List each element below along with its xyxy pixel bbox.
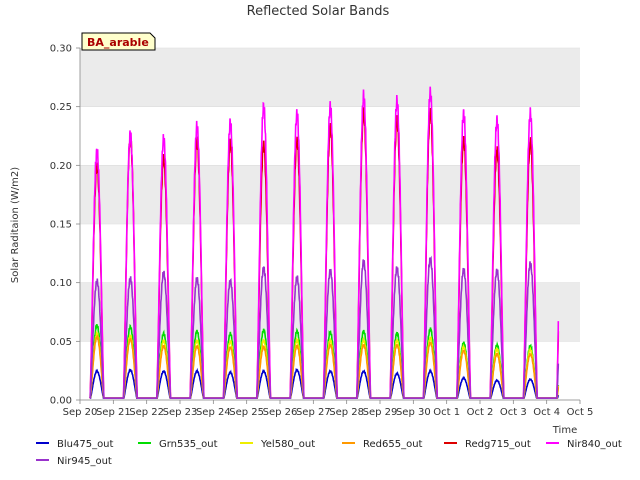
y-tick-label: 0.20	[50, 161, 72, 172]
x-tick-label: Sep 29	[363, 407, 398, 418]
legend-item-grn535-out: Grn535_out	[138, 439, 218, 450]
x-tick-label: Sep 28	[329, 407, 364, 418]
x-tick-label: Oct 2	[467, 407, 494, 418]
x-tick-label: Oct 5	[567, 407, 594, 418]
x-tick-label: Oct 3	[500, 407, 527, 418]
legend-label: Nir840_out	[567, 439, 622, 450]
y-tick-label: 0.30	[50, 44, 72, 55]
legend-label: Red655_out	[363, 439, 423, 450]
x-axis-label: Time	[552, 425, 577, 436]
x-tick-label: Sep 22	[129, 407, 164, 418]
series-line-nir945-out	[89, 255, 560, 400]
y-tick-label: 0.25	[50, 102, 72, 113]
x-tick-label: Sep 30	[396, 407, 431, 418]
legend-label: Redg715_out	[465, 439, 531, 450]
x-tick-label: Sep 23	[163, 407, 198, 418]
grid-band	[80, 165, 580, 224]
y-tick-label: 0.05	[50, 337, 72, 348]
y-tick-label: 0.00	[50, 396, 72, 407]
y-axis-label: Solar Raditaion (W/m2)	[10, 167, 21, 283]
legend-item-nir840-out: Nir840_out	[546, 439, 622, 450]
x-tick-label: Sep 20	[63, 407, 98, 418]
x-tick-label: Sep 21	[96, 407, 131, 418]
legend-label: Grn535_out	[159, 439, 218, 450]
x-tick-label: Sep 25	[229, 407, 264, 418]
y-tick-label: 0.15	[50, 220, 72, 231]
legend-label: Yel580_out	[260, 439, 315, 450]
x-tick-label: Oct 1	[433, 407, 460, 418]
legend-item-blu475-out: Blu475_out	[36, 439, 114, 450]
dataset-badge: BA_arable	[81, 32, 156, 51]
grid-band	[80, 48, 580, 107]
x-tick-label: Oct 4	[533, 407, 560, 418]
legend-item-red655-out: Red655_out	[342, 439, 423, 450]
y-tick-labels: 0.00 0.05 0.10 0.15 0.20 0.25 0.30	[50, 44, 80, 407]
legend-item-nir945-out: Nir945_out	[36, 456, 112, 467]
legend-item-redg715-out: Redg715_out	[444, 439, 531, 450]
x-tick-label: Sep 24	[196, 407, 231, 418]
legend-label: Blu475_out	[57, 439, 114, 450]
dataset-badge-label: BA_arable	[87, 36, 149, 49]
x-tick-label: Sep 26	[263, 407, 298, 418]
chart-title: Reflected Solar Bands	[247, 4, 390, 19]
legend-label: Nir945_out	[57, 456, 112, 467]
legend-item-yel580-out: Yel580_out	[240, 439, 315, 450]
y-tick-label: 0.10	[50, 278, 72, 289]
x-tick-label: Sep 27	[296, 407, 331, 418]
legend: Blu475_out Grn535_out Yel580_out Red655_out…	[36, 439, 622, 467]
series-layer	[89, 86, 560, 400]
